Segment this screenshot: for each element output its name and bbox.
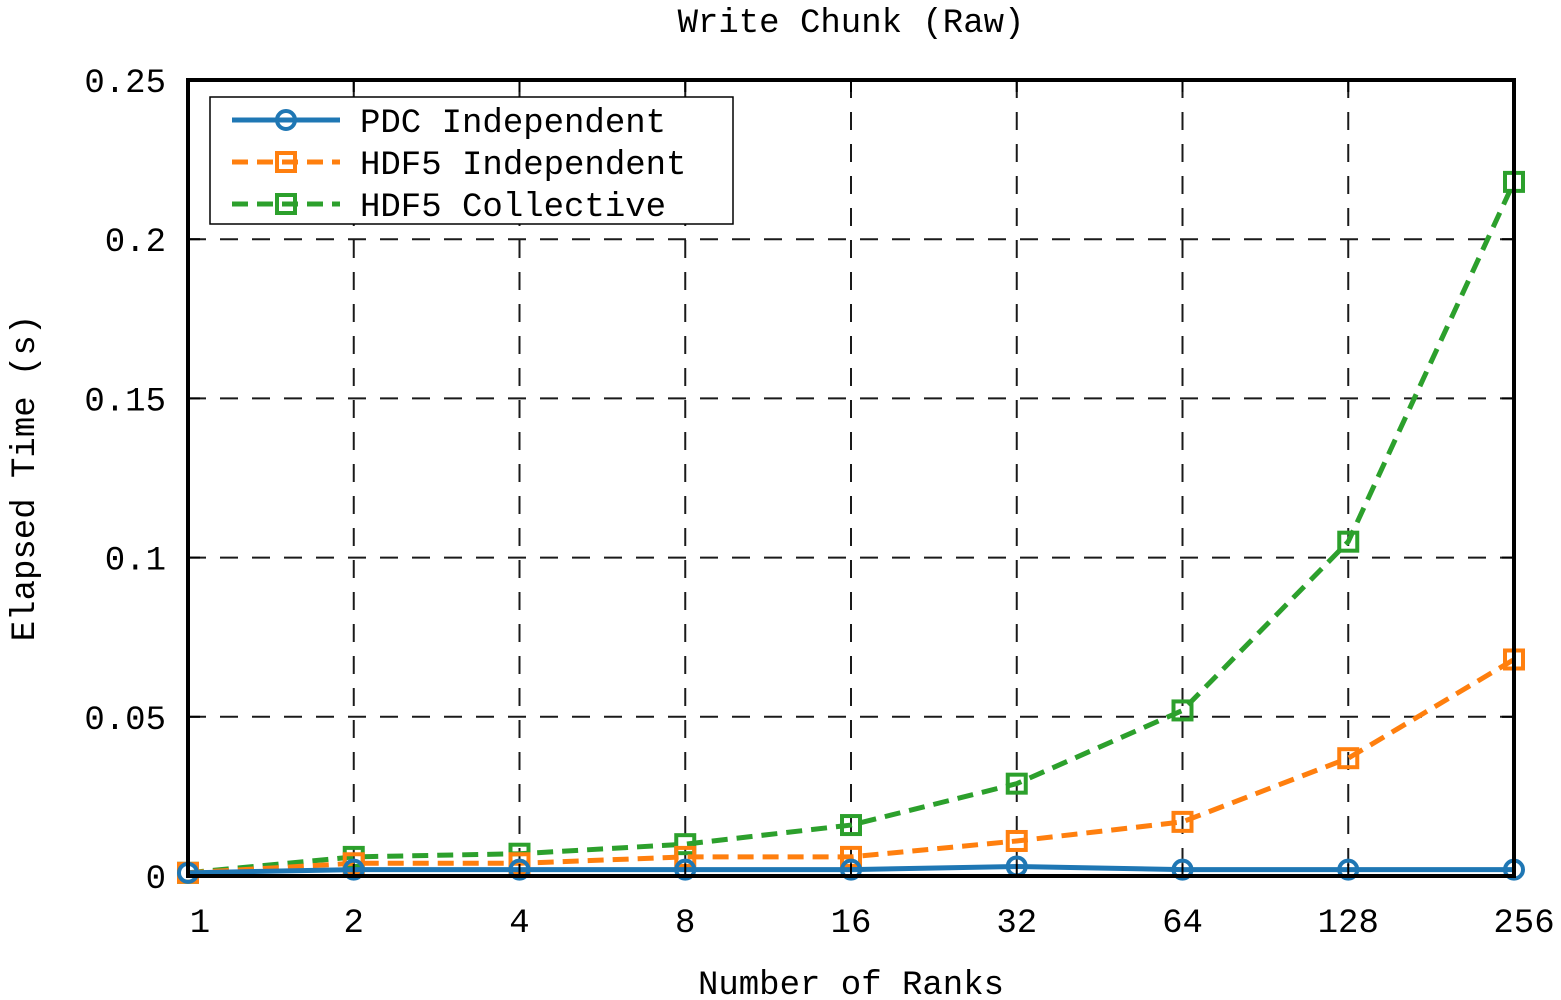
y-tick-label: 0.05 xyxy=(84,702,166,740)
legend-label: HDF5 Collective xyxy=(360,189,666,227)
data-point xyxy=(840,858,862,881)
legend-marker xyxy=(275,193,297,215)
legend-label: HDF5 Independent xyxy=(360,147,686,185)
x-axis-label: Number of Ranks xyxy=(698,967,1004,1000)
grid xyxy=(188,80,1514,876)
data-point xyxy=(674,858,697,881)
y-tick-label: 0 xyxy=(146,861,166,899)
x-tick-label: 128 xyxy=(1318,905,1379,943)
y-tick-label: 0.2 xyxy=(105,224,166,262)
series-line xyxy=(187,180,1517,876)
legend-item: PDC Independent xyxy=(232,105,666,143)
legend-marker xyxy=(275,109,297,131)
data-point xyxy=(674,833,697,856)
x-tick-label: 64 xyxy=(1162,905,1203,943)
legend: PDC Independent HDF5 Independent HDF5 Coll… xyxy=(209,96,734,227)
x-tick-label: 4 xyxy=(509,905,529,943)
data-point xyxy=(1005,829,1028,852)
data-point xyxy=(840,814,862,837)
x-tick-label: 16 xyxy=(831,905,872,943)
legend-item: HDF5 Collective xyxy=(232,189,666,227)
y-tick-label: 0.1 xyxy=(105,543,166,581)
x-tick-label: 32 xyxy=(996,905,1037,943)
y-axis-label: Elapsed Time (s) xyxy=(7,315,45,641)
x-tick-label: 2 xyxy=(344,905,364,943)
data-point xyxy=(1171,858,1194,881)
legend-item: HDF5 Independent xyxy=(232,147,686,185)
data-point xyxy=(1337,530,1360,553)
data-point xyxy=(1171,810,1194,833)
data-point xyxy=(1337,747,1360,770)
legend-label: PDC Independent xyxy=(360,105,666,143)
y-tick-label: 0.15 xyxy=(84,383,166,421)
data-point xyxy=(508,858,531,881)
legend-marker xyxy=(275,151,297,173)
data-point xyxy=(1337,858,1360,881)
chart-title: Write Chunk (Raw) xyxy=(678,5,1025,43)
series-line xyxy=(187,657,1516,876)
y-tick-label: 0.25 xyxy=(84,65,166,103)
x-tick-label: 8 xyxy=(675,905,695,943)
data-point xyxy=(342,858,365,881)
x-tick-label: 1 xyxy=(190,905,210,943)
x-tick-label: 256 xyxy=(1493,905,1554,943)
data-point xyxy=(1005,772,1028,795)
data-point xyxy=(1171,699,1194,722)
ticks: 1 2 4 8 16 32 64 128 256 0 0.05 0.1 0.15 0.2 0.25 xyxy=(84,65,1554,943)
